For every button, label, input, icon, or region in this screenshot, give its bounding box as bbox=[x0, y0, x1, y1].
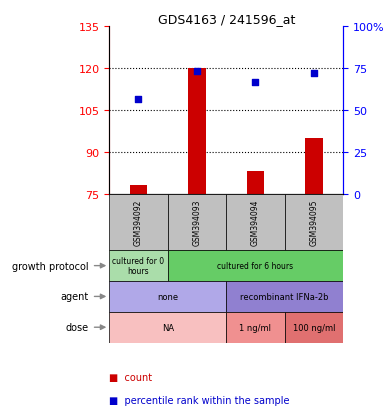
Text: agent: agent bbox=[60, 292, 89, 301]
Text: cultured for 6 hours: cultured for 6 hours bbox=[217, 261, 294, 271]
Text: GSM394093: GSM394093 bbox=[192, 199, 202, 246]
Bar bbox=[226, 312, 285, 343]
Text: NA: NA bbox=[161, 323, 174, 332]
Point bbox=[194, 68, 200, 75]
Bar bbox=[109, 312, 226, 343]
Bar bbox=[168, 194, 226, 251]
Text: none: none bbox=[157, 292, 178, 301]
Point bbox=[252, 79, 259, 86]
Text: growth protocol: growth protocol bbox=[12, 261, 89, 271]
Bar bbox=[226, 281, 343, 312]
Text: GSM394095: GSM394095 bbox=[309, 199, 319, 246]
Text: GSM394092: GSM394092 bbox=[134, 199, 143, 245]
Text: dose: dose bbox=[66, 323, 89, 332]
Text: 100 ng/ml: 100 ng/ml bbox=[293, 323, 335, 332]
Bar bbox=[129, 186, 147, 194]
Bar bbox=[109, 194, 168, 251]
Point bbox=[311, 71, 317, 78]
Text: GSM394094: GSM394094 bbox=[251, 199, 260, 246]
Text: ■  count: ■ count bbox=[109, 372, 152, 382]
Bar bbox=[247, 172, 264, 194]
Text: 1 ng/ml: 1 ng/ml bbox=[239, 323, 271, 332]
Bar bbox=[285, 312, 343, 343]
Bar bbox=[285, 194, 343, 251]
Text: ■  percentile rank within the sample: ■ percentile rank within the sample bbox=[109, 395, 290, 405]
Bar bbox=[109, 251, 168, 281]
Title: GDS4163 / 241596_at: GDS4163 / 241596_at bbox=[158, 13, 295, 26]
Point bbox=[135, 96, 142, 102]
Bar bbox=[305, 138, 323, 194]
Bar bbox=[226, 194, 285, 251]
Bar bbox=[168, 251, 343, 281]
Text: cultured for 0
hours: cultured for 0 hours bbox=[112, 256, 165, 275]
Bar bbox=[188, 69, 206, 194]
Text: recombinant IFNa-2b: recombinant IFNa-2b bbox=[241, 292, 329, 301]
Bar bbox=[109, 281, 226, 312]
